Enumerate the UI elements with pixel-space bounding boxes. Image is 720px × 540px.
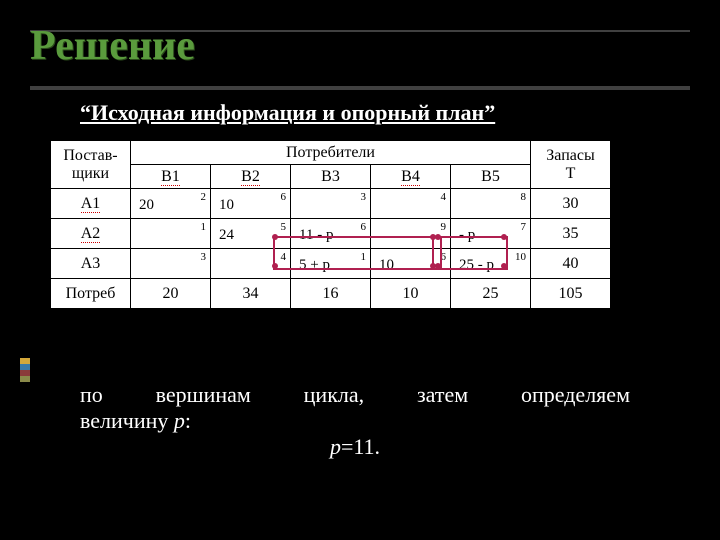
subtitle: “Исходная информация и опорный план”	[80, 100, 495, 126]
body-text: по вершинам цикла, затем определяем вели…	[80, 382, 630, 460]
body-line2: величину р:	[80, 408, 630, 434]
color-stripe	[20, 358, 30, 382]
slide-title: Решение	[30, 22, 195, 70]
body-line1: по вершинам цикла, затем определяем	[80, 382, 630, 408]
transport-table: Постав-щикиПотребителиЗапасыТВ1В2В3В4B5А…	[50, 140, 611, 309]
body-line3: р=11.	[80, 434, 630, 460]
